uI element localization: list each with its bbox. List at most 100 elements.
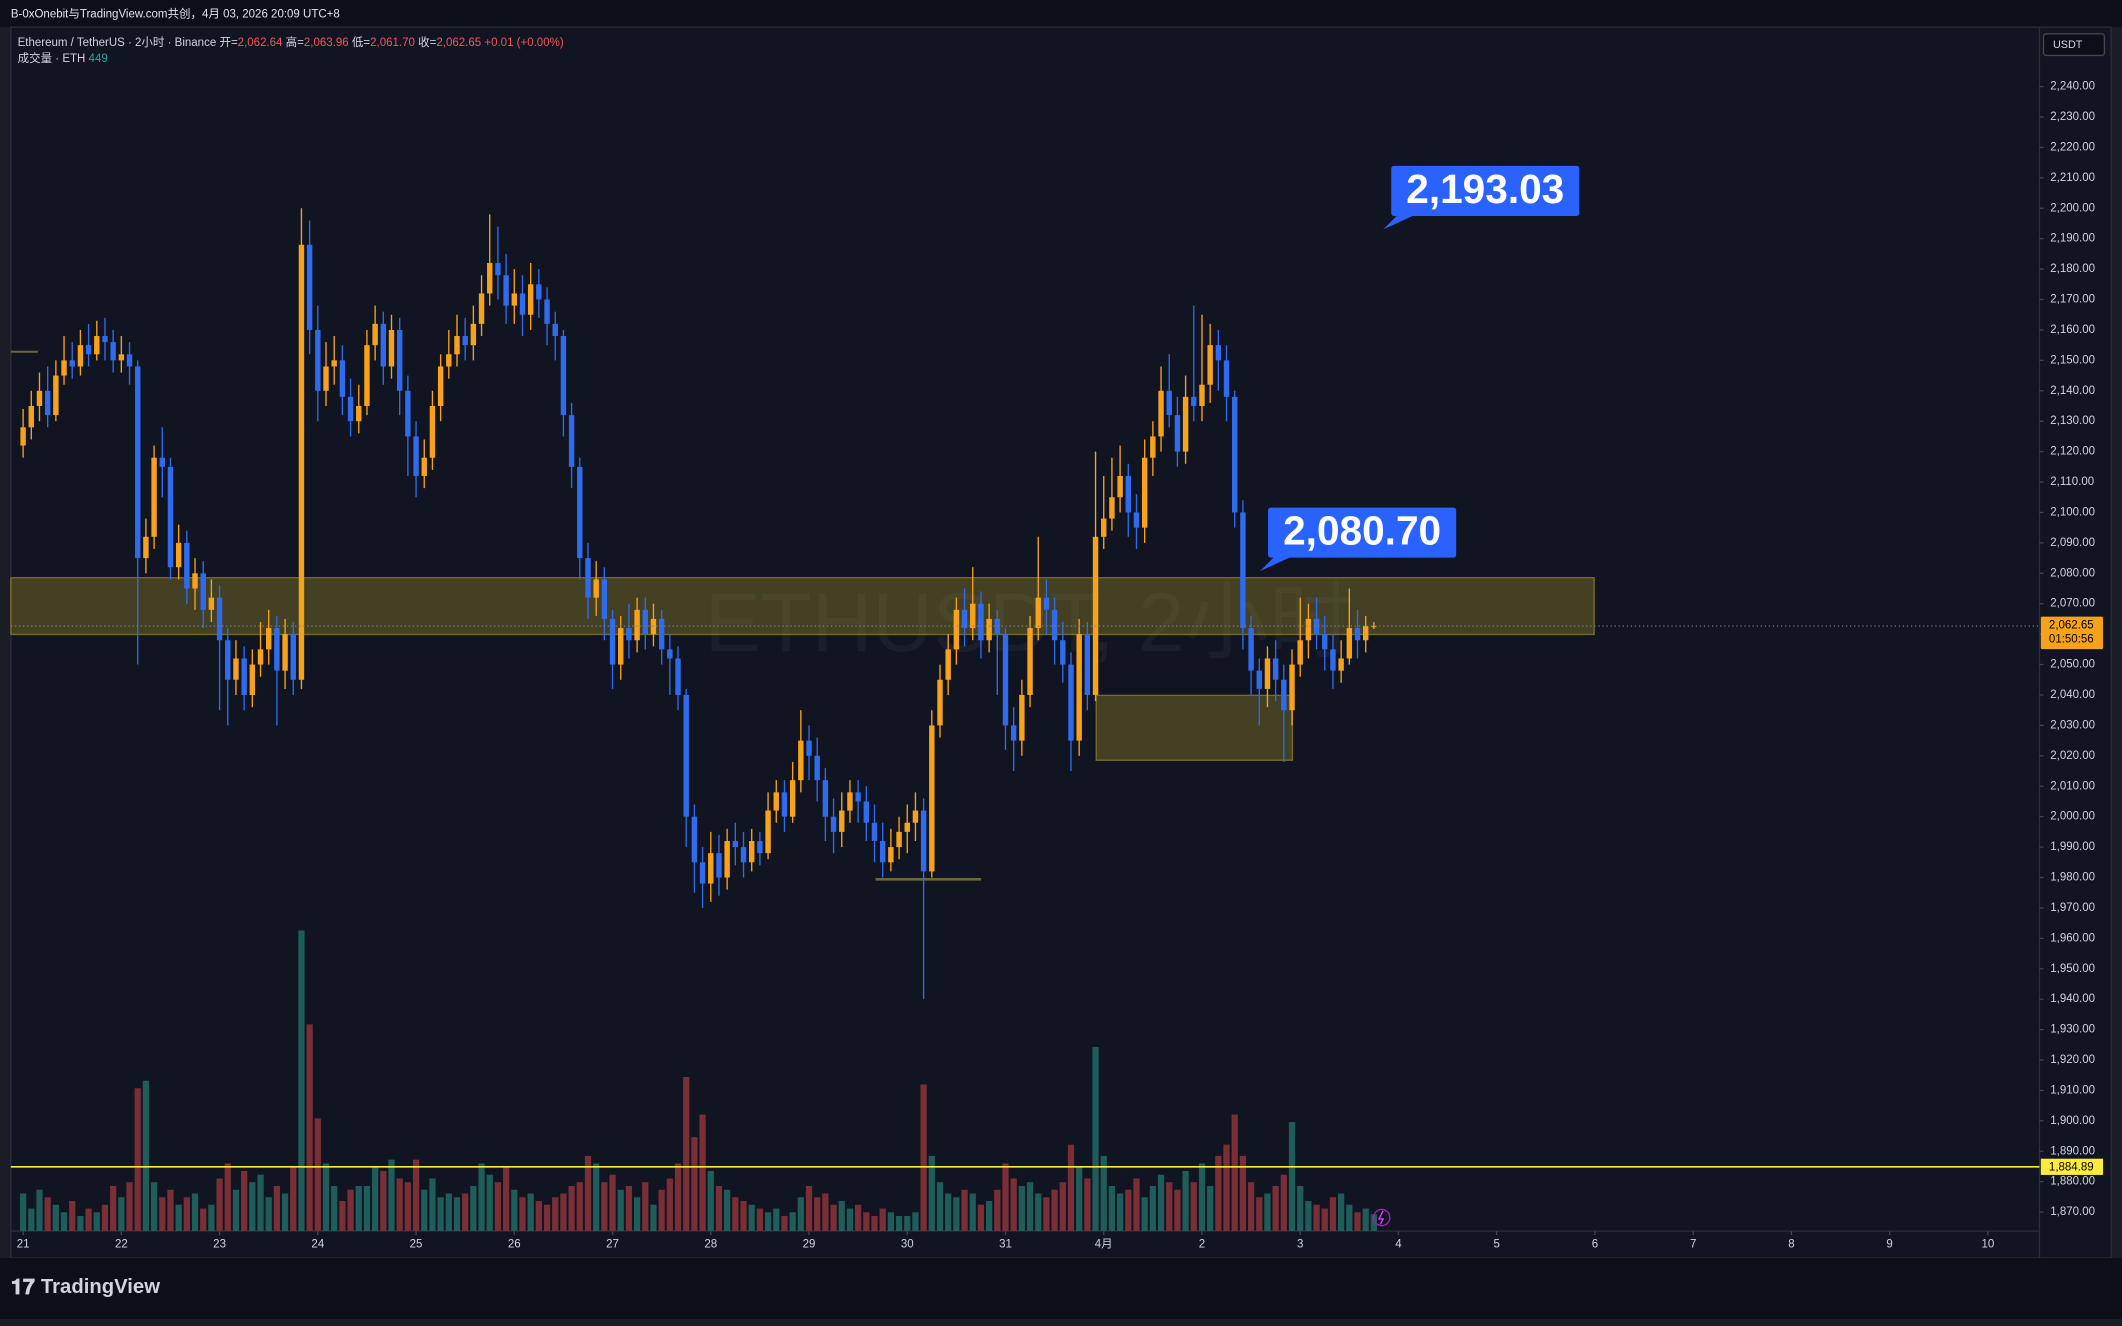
volume-bar (28, 1208, 35, 1232)
candle-body (1174, 415, 1181, 452)
candle-body (437, 366, 444, 406)
candle-body (1141, 457, 1148, 528)
volume-bar (994, 1189, 1001, 1232)
candle-body (257, 649, 264, 665)
x-tick-label: 31 (999, 1239, 1012, 1251)
candle-body (167, 466, 174, 568)
candle-body (863, 801, 870, 823)
candle-body (691, 816, 698, 863)
volume-bar (584, 1155, 592, 1232)
legend: Ethereum / TetherUS · 2小时 · Binance 开=2,… (18, 34, 564, 66)
candle-body (1354, 628, 1361, 641)
volume-bar (216, 1178, 223, 1232)
candle-body (634, 609, 640, 641)
y-tick-label: 2,040.00 (2050, 689, 2095, 701)
volume-bar (1133, 1178, 1140, 1232)
volume-bar (1223, 1144, 1230, 1232)
candle-body (773, 792, 779, 811)
zone (10, 576, 1595, 636)
volume-bar (52, 1204, 59, 1232)
callout-label: 2,080.70 (1283, 508, 1441, 554)
candle-body (1371, 626, 1377, 628)
candle-body (626, 628, 632, 641)
volume-bar (1321, 1208, 1328, 1232)
volume-bar (1182, 1170, 1189, 1232)
candle-body (789, 780, 796, 817)
candle-body (511, 293, 518, 306)
volume-bar (715, 1185, 723, 1232)
candle-body (961, 609, 968, 629)
volume-bar (470, 1185, 477, 1232)
candle-body (667, 649, 673, 659)
volume-bar (191, 1193, 199, 1232)
candle-body (380, 323, 387, 367)
volume-bar (552, 1197, 559, 1232)
volume-bar (273, 1185, 281, 1232)
volume-bar (1084, 1178, 1091, 1232)
volume-bar (445, 1193, 452, 1232)
candle-body (1043, 597, 1050, 610)
volume-bar (543, 1204, 551, 1232)
volume-bar (1370, 1214, 1377, 1232)
x-tick-label: 10 (1981, 1239, 1994, 1251)
currency-box[interactable] (2042, 33, 2106, 57)
volume-value: 449 (88, 51, 108, 65)
candle-body (1248, 628, 1254, 671)
ohlc-label: 收= (418, 35, 437, 49)
volume-bar (846, 1208, 854, 1232)
candle-body (126, 354, 133, 367)
volume-bar (609, 1174, 616, 1232)
x-tick-label: 29 (803, 1239, 816, 1251)
volume-bar (699, 1114, 706, 1232)
candle-body (527, 284, 534, 315)
volume-bar (44, 1197, 51, 1232)
volume-bar (822, 1193, 829, 1232)
volume-bar (691, 1137, 698, 1232)
volume-bar (241, 1170, 248, 1232)
candle-body (1010, 725, 1017, 741)
candle-body (470, 323, 477, 346)
candle-body (315, 329, 321, 391)
volume-bar (101, 1204, 109, 1232)
alert-icon[interactable] (1372, 1208, 1391, 1227)
volume-bar (977, 1204, 985, 1232)
volume-bar (142, 1080, 150, 1232)
volume-bar (830, 1204, 837, 1232)
candle-body (994, 618, 1001, 635)
volume-bar (732, 1197, 739, 1232)
candle-body (1264, 658, 1271, 689)
candle-body (1297, 640, 1303, 665)
volume-bar (568, 1185, 575, 1232)
candle-body (478, 293, 485, 324)
y-tick-label: 2,010.00 (2050, 780, 2095, 792)
candle-body (1322, 634, 1328, 650)
volume-bar (486, 1174, 493, 1232)
volume-bar (1280, 1174, 1287, 1232)
volume-bar (1247, 1182, 1255, 1232)
volume-bar (797, 1197, 804, 1232)
candle-body (1150, 436, 1156, 458)
ohlc-value: 2,061.70 (370, 35, 415, 49)
volume-bar (633, 1197, 641, 1232)
logo: 𝟏𝟕 TradingView (11, 1274, 160, 1299)
volume-bar (478, 1163, 485, 1232)
candle-body (978, 603, 984, 641)
change: +0.01 (+0.00%) (484, 35, 564, 49)
candle-body (1060, 640, 1066, 665)
volume-bar (764, 1212, 772, 1232)
candle-body (912, 810, 919, 823)
candle-body (830, 816, 837, 832)
volume-bar (503, 1167, 510, 1232)
volume-bar (1166, 1182, 1173, 1232)
volume-bar (1035, 1193, 1042, 1232)
candle-body (601, 579, 608, 619)
countdown: 01:50:56 (2049, 634, 2094, 646)
candle-body (699, 862, 706, 884)
volume-bar (462, 1193, 469, 1232)
marks: 2,240.00 2,230.00 2,220.00 2,210.00 2,200.00… (10, 81, 2104, 1251)
x-tick-label: 30 (901, 1239, 914, 1251)
candle-body (110, 342, 116, 361)
candle-body (1051, 609, 1058, 641)
x-tick-label: 7 (1690, 1239, 1696, 1251)
candle-body (192, 573, 198, 589)
